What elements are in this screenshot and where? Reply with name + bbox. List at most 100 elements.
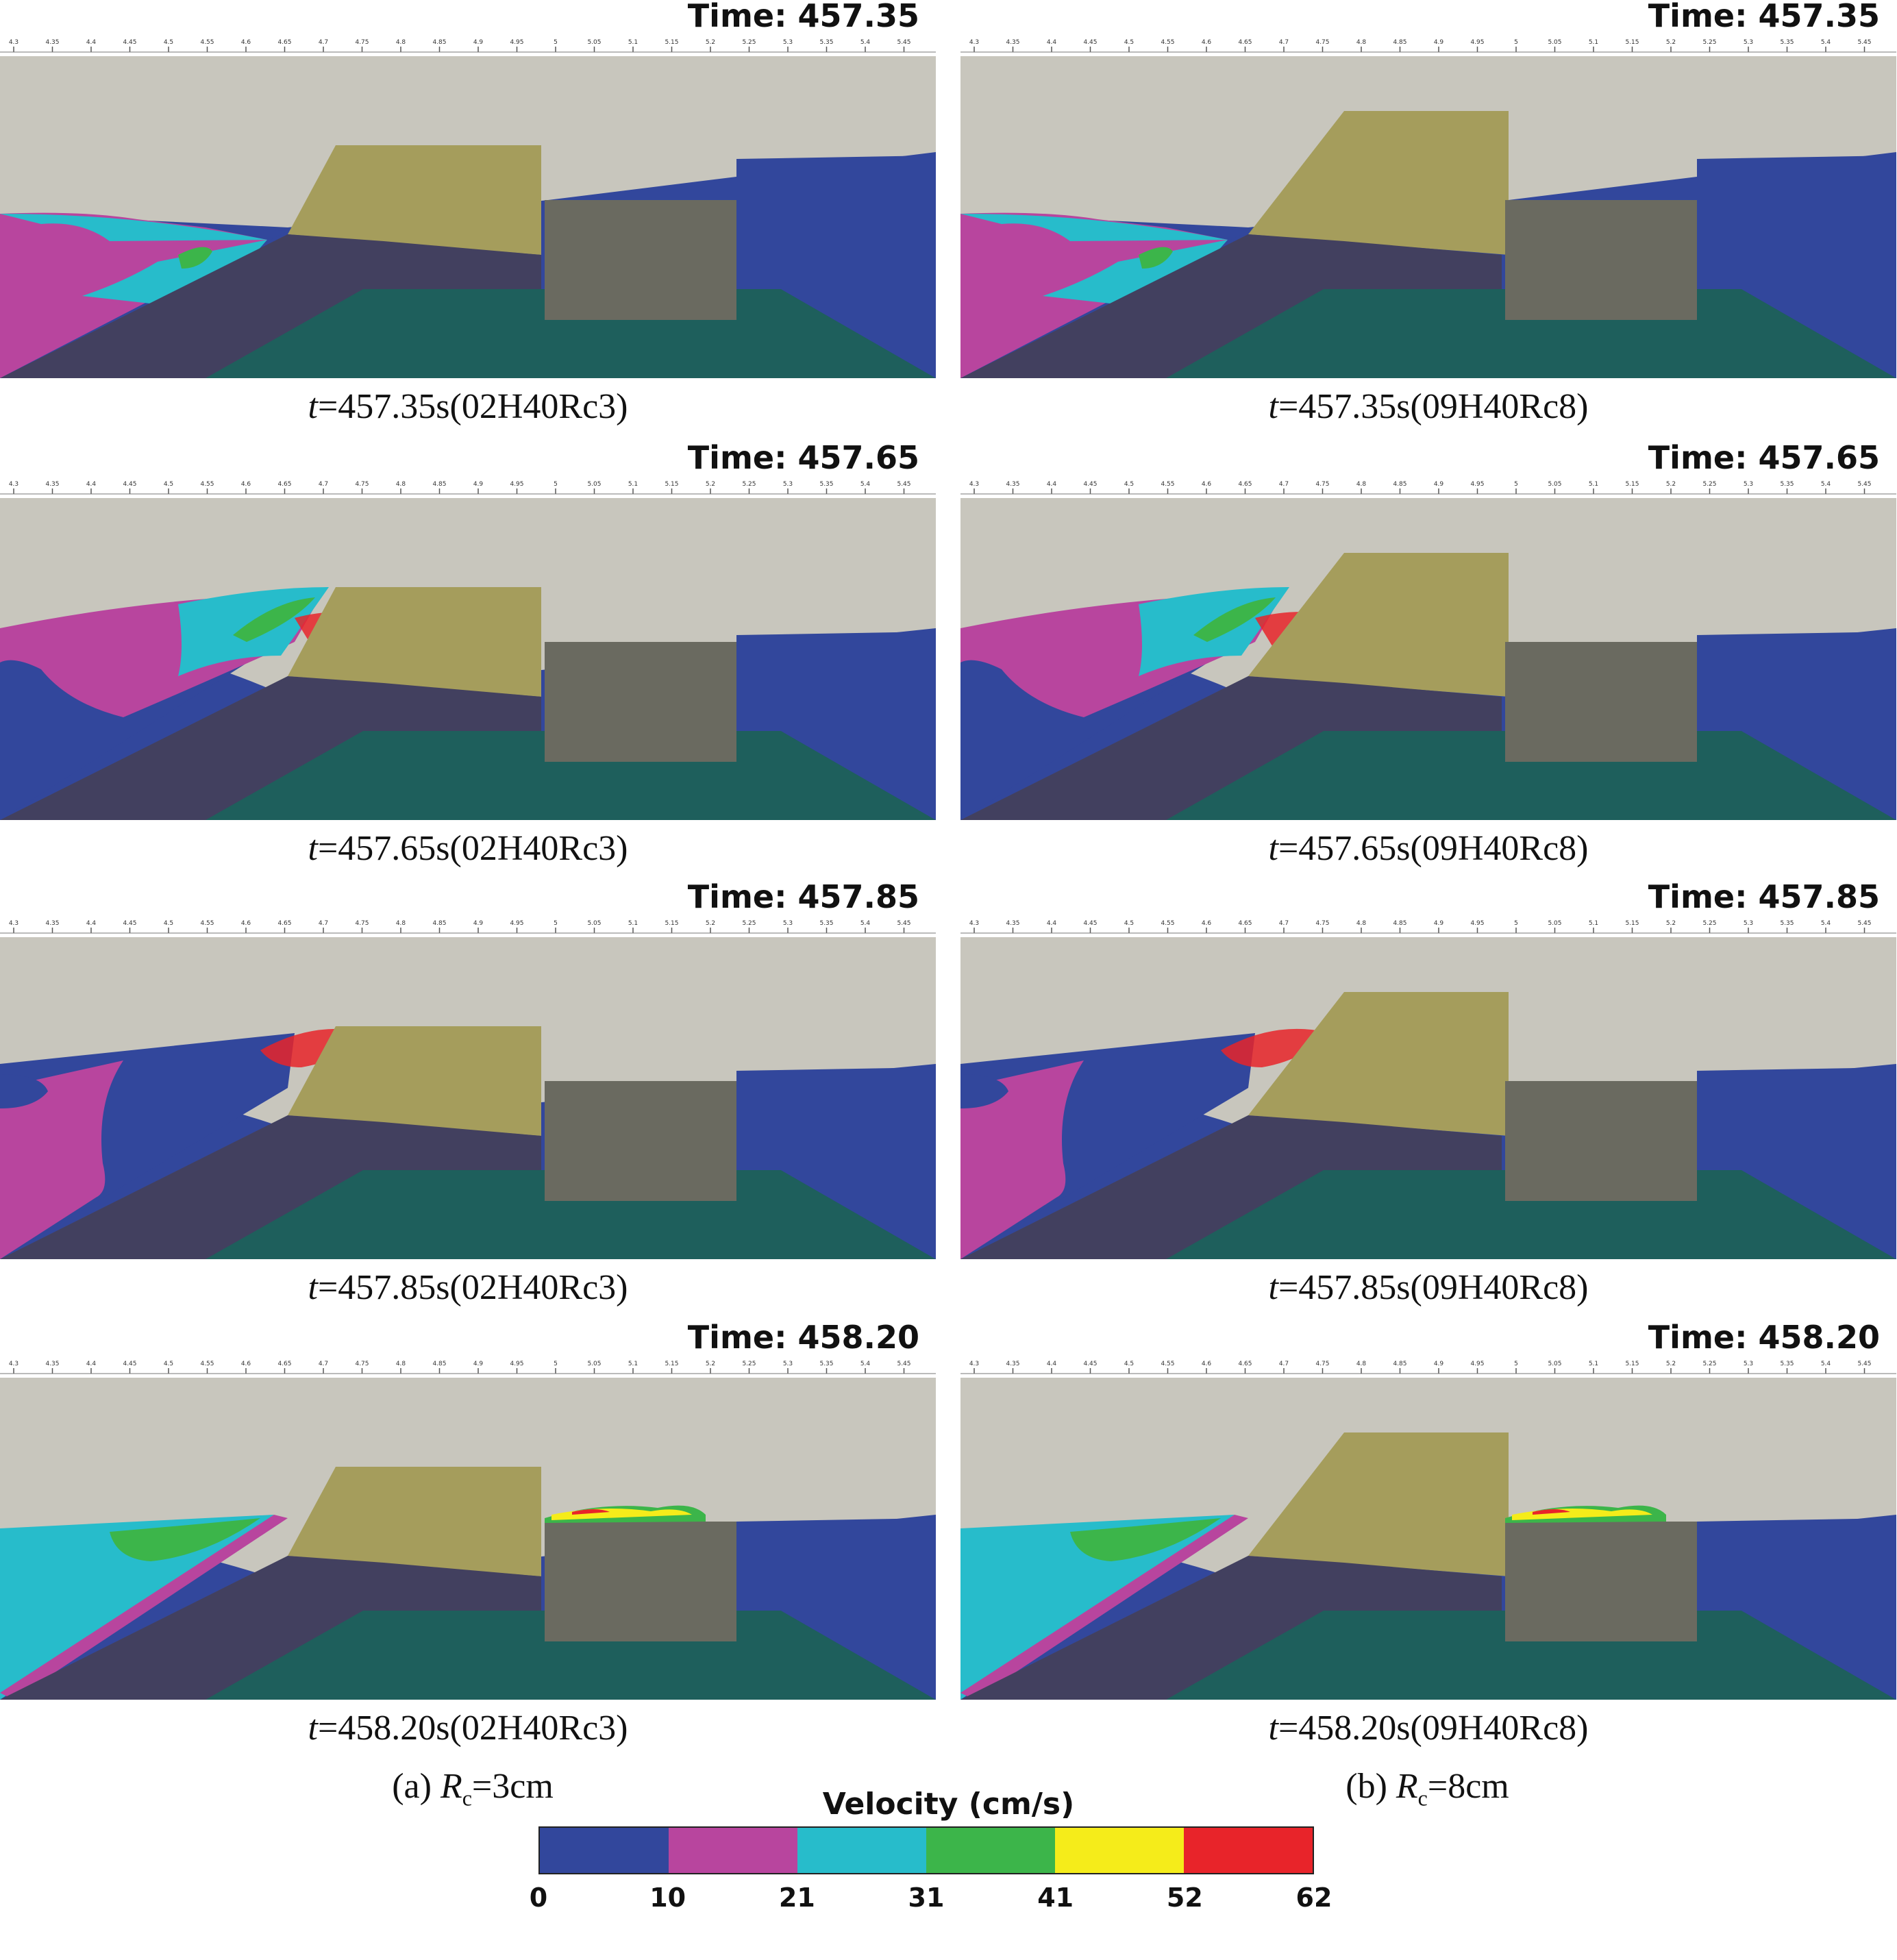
axis-tick-label: 4.4 bbox=[1047, 1361, 1057, 1367]
legend-tick-label: 41 bbox=[1037, 1883, 1074, 1913]
caisson-block bbox=[545, 200, 736, 320]
axis-tick-label: 5.15 bbox=[665, 1361, 678, 1367]
overtopping-red bbox=[572, 1509, 610, 1515]
flow-region-green bbox=[233, 597, 315, 642]
axis-tick-label: 5.1 bbox=[1589, 39, 1598, 46]
axis-tick-label: 4.85 bbox=[1393, 39, 1406, 46]
axis-tick-label: 4.65 bbox=[1238, 1361, 1252, 1367]
axis-tick-label: 4.4 bbox=[86, 1361, 97, 1367]
axis-tick-label: 5.05 bbox=[587, 481, 601, 488]
axis-tick-label: 5.45 bbox=[897, 1361, 910, 1367]
axis-tick-label: 5.15 bbox=[1625, 920, 1639, 927]
simulation-panel-3: 4.3 4.35 4.4 4.45 4.5 4.55 4.6 4.65 4.7 4.75 4.8 4.… bbox=[0, 481, 936, 820]
axis-tick-label: 5.3 bbox=[783, 920, 793, 927]
flow-field bbox=[0, 1378, 936, 1700]
axis-tick-label: 4.75 bbox=[1315, 39, 1329, 46]
axis-tick-label: 4.6 bbox=[241, 481, 251, 488]
axis-tick-label: 5.15 bbox=[665, 39, 678, 46]
axis-tick-label: 5 bbox=[554, 481, 558, 488]
axis-tick-label: 4.35 bbox=[1006, 1361, 1019, 1367]
caisson-block bbox=[1505, 1081, 1697, 1201]
axis-tick-label: 4.6 bbox=[1202, 1361, 1212, 1367]
axis-tick-label: 5.1 bbox=[628, 1361, 638, 1367]
axis-tick-label: 4.4 bbox=[1047, 39, 1057, 46]
axis-tick-label: 5.35 bbox=[1780, 39, 1794, 46]
axis-tick-label: 4.5 bbox=[164, 920, 173, 927]
axis-tick-label: 5.05 bbox=[587, 1361, 601, 1367]
axis-tick-label: 4.8 bbox=[1356, 920, 1367, 927]
time-label: Time: 458.20 bbox=[687, 1319, 919, 1356]
axis-tick-label: 5.1 bbox=[628, 481, 638, 488]
legend-tick-label: 21 bbox=[778, 1883, 815, 1913]
axis-tick-label: 4.9 bbox=[1434, 1361, 1444, 1367]
axis-tick-label: 5.45 bbox=[1857, 920, 1871, 927]
axis-tick-label: 5 bbox=[1514, 481, 1518, 488]
axis-tick-label: 4.75 bbox=[355, 1361, 369, 1367]
axis-tick-label: 4.6 bbox=[241, 1361, 251, 1367]
axis-tick-label: 5.25 bbox=[1702, 1361, 1716, 1367]
simulation-panel-8: 4.3 4.35 4.4 4.45 4.5 4.55 4.6 4.65 4.7 4.75 4.8 4.… bbox=[960, 1361, 1896, 1700]
harbour-water bbox=[736, 156, 936, 378]
panel-caption: t=457.35s(02H40Rc3) bbox=[308, 387, 628, 426]
axis-tick-label: 5.45 bbox=[897, 481, 910, 488]
legend-tick-label: 52 bbox=[1166, 1883, 1203, 1913]
axis-tick-label: 4.45 bbox=[123, 481, 136, 488]
flow-region-blue-eddy bbox=[960, 1074, 1008, 1108]
axis-tick-label: 4.8 bbox=[396, 481, 406, 488]
axis-tick-label: 5.3 bbox=[783, 39, 793, 46]
flow-region-red bbox=[1221, 1028, 1330, 1067]
axis-tick-label: 4.45 bbox=[1083, 920, 1097, 927]
axis-tick-label: 4.45 bbox=[123, 1361, 136, 1367]
harbour-water bbox=[1697, 632, 1896, 820]
flow-region-magenta bbox=[0, 1515, 288, 1700]
axis-tick-label: 5.15 bbox=[1625, 39, 1639, 46]
axis-tick-label: 4.75 bbox=[1315, 1361, 1329, 1367]
axis-tick-label: 4.6 bbox=[241, 920, 251, 927]
flow-field bbox=[0, 56, 936, 378]
flow-region-magenta bbox=[960, 1515, 1248, 1700]
axis-tick-label: 5.3 bbox=[1744, 39, 1753, 46]
axis-tick-label: 4.65 bbox=[277, 920, 291, 927]
flow-region-green bbox=[178, 247, 212, 269]
panel-caption: t=457.65s(09H40Rc8) bbox=[1268, 829, 1589, 868]
axis-tick-label: 4.35 bbox=[45, 1361, 59, 1367]
axis-tick-label: 4.45 bbox=[1083, 481, 1097, 488]
harbour-water bbox=[736, 1518, 936, 1700]
axis-tick-label: 4.55 bbox=[1161, 481, 1174, 488]
seabed-mound bbox=[206, 289, 936, 378]
axis-tick-label: 5.4 bbox=[860, 39, 871, 46]
axis-tick-label: 4.5 bbox=[1124, 39, 1134, 46]
axis-tick-label: 4.35 bbox=[45, 39, 59, 46]
axis-tick-label: 4.5 bbox=[164, 39, 173, 46]
axis-tick-label: 4.4 bbox=[86, 920, 97, 927]
axis-tick-label: 4.6 bbox=[1202, 481, 1212, 488]
axis-tick-label: 5 bbox=[1514, 1361, 1518, 1367]
axis-tick-label: 4.85 bbox=[432, 920, 446, 927]
axis-tick-label: 4.45 bbox=[1083, 39, 1097, 46]
axis-tick-label: 4.55 bbox=[200, 920, 214, 927]
axis-tick-label: 5.35 bbox=[1780, 920, 1794, 927]
legend-title: Velocity (cm/s) bbox=[822, 1787, 1075, 1822]
axis-tick-label: 5.45 bbox=[897, 920, 910, 927]
axis-tick-label: 5.45 bbox=[897, 39, 910, 46]
crown-wall bbox=[1248, 992, 1509, 1136]
axis-tick-label: 4.9 bbox=[473, 39, 484, 46]
axis-tick-label: 4.45 bbox=[123, 920, 136, 927]
legend-swatch bbox=[669, 1828, 797, 1873]
axis-tick-label: 4.8 bbox=[396, 920, 406, 927]
axis-tick-label: 5.05 bbox=[587, 39, 601, 46]
axis-tick-label: 5.05 bbox=[587, 920, 601, 927]
axis-tick-label: 4.95 bbox=[510, 920, 523, 927]
axis-tick-label: 5.35 bbox=[819, 920, 833, 927]
axis-tick-label: 4.8 bbox=[1356, 39, 1367, 46]
axis-tick-label: 4.65 bbox=[277, 1361, 291, 1367]
time-label: Time: 457.35 bbox=[1648, 0, 1880, 34]
axis-tick-label: 4.7 bbox=[1279, 39, 1289, 46]
harbour-water bbox=[1697, 1518, 1896, 1700]
axis-tick-label: 4.65 bbox=[1238, 920, 1252, 927]
axis-tick-label: 4.3 bbox=[9, 1361, 18, 1367]
axis-tick-label: 4.95 bbox=[1470, 481, 1484, 488]
axis-tick-label: 5.25 bbox=[742, 39, 756, 46]
axis-tick-label: 4.45 bbox=[1083, 1361, 1097, 1367]
axis-tick-label: 4.7 bbox=[1279, 481, 1289, 488]
